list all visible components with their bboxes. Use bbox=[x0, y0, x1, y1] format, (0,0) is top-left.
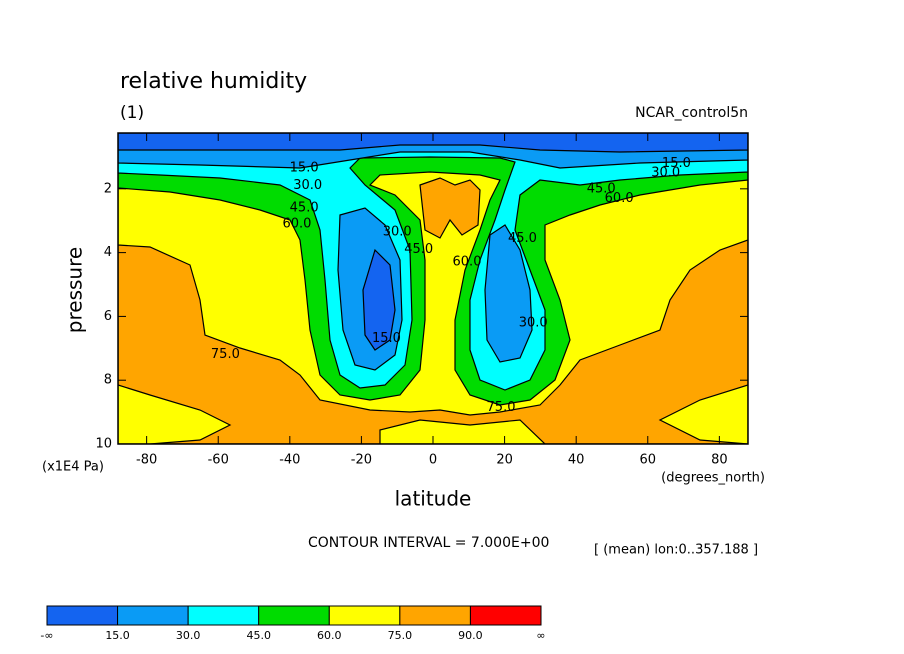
x-tick-label: 20 bbox=[496, 453, 513, 468]
x-tick-label: -60 bbox=[208, 453, 229, 468]
x-tick-label: 80 bbox=[711, 453, 728, 468]
colorbar-label: 75.0 bbox=[388, 629, 413, 642]
contour-interval: CONTOUR INTERVAL = 7.000E+00 bbox=[308, 535, 549, 551]
contour-region bbox=[118, 384, 232, 444]
colorbar-band bbox=[399, 605, 471, 626]
chart-subtitle: (1) bbox=[120, 103, 144, 123]
y-tick-label: 6 bbox=[104, 309, 112, 324]
colorbar-label: 30.0 bbox=[176, 629, 201, 642]
colorbar-label: 90.0 bbox=[458, 629, 483, 642]
x-axis-units: (degrees_north) bbox=[661, 471, 765, 486]
y-axis-label: pressure bbox=[63, 247, 87, 333]
colorbar-band bbox=[117, 605, 189, 626]
contour-label: 45.0 bbox=[508, 231, 537, 246]
x-tick-label: -40 bbox=[279, 453, 300, 468]
colorbar-band bbox=[46, 605, 119, 626]
y-axis-units: (x1E4 Pa) bbox=[42, 460, 104, 475]
colorbar-label: -∞ bbox=[40, 629, 53, 642]
contour-label: 15.0 bbox=[662, 156, 691, 171]
colorbar-label: 45.0 bbox=[246, 629, 271, 642]
contour-label: 60.0 bbox=[283, 216, 312, 231]
contour-fills bbox=[118, 133, 748, 444]
contour-label: 15.0 bbox=[290, 161, 319, 176]
contour-region bbox=[658, 384, 748, 444]
y-tick-label: 10 bbox=[95, 437, 112, 452]
contour-region bbox=[419, 177, 481, 239]
contour-region bbox=[362, 248, 396, 351]
y-tick-label: 8 bbox=[104, 373, 112, 388]
colorbar-band bbox=[328, 605, 401, 626]
contour-label: 75.0 bbox=[211, 347, 240, 362]
colorbar-band bbox=[469, 605, 542, 626]
y-tick-label: 2 bbox=[104, 181, 112, 196]
contour-label: 45.0 bbox=[404, 242, 433, 257]
contour-label: 30.0 bbox=[383, 224, 412, 239]
x-tick-label: 60 bbox=[639, 453, 656, 468]
contour-label: 30.0 bbox=[651, 165, 680, 180]
x-tick-label: -80 bbox=[136, 453, 157, 468]
contour-region bbox=[379, 419, 546, 444]
contour-label: 45.0 bbox=[587, 181, 616, 196]
x-axis-label: latitude bbox=[395, 487, 472, 511]
contour-label: 15.0 bbox=[372, 331, 401, 346]
x-tick-label: 0 bbox=[429, 453, 437, 468]
contour-region bbox=[484, 224, 533, 363]
y-tick-label: 4 bbox=[104, 245, 112, 260]
contour-label: 60.0 bbox=[453, 255, 482, 270]
contour-label: 30.0 bbox=[293, 178, 322, 193]
chart-title: relative humidity bbox=[120, 69, 307, 94]
contour-label: 30.0 bbox=[519, 315, 548, 330]
dataset-label: NCAR_control5n bbox=[635, 105, 748, 121]
colorbar-label: ∞ bbox=[536, 629, 545, 642]
contour-region bbox=[118, 133, 748, 153]
contour-label: 75.0 bbox=[487, 400, 516, 415]
colorbar-label: 60.0 bbox=[317, 629, 342, 642]
contour-label: 60.0 bbox=[605, 191, 634, 206]
contour-region bbox=[118, 133, 748, 406]
colorbar-label: 15.0 bbox=[105, 629, 130, 642]
x-tick-label: 40 bbox=[568, 453, 585, 468]
contour-label: 45.0 bbox=[290, 200, 319, 215]
footnote: [ (mean) lon:0..357.188 ] bbox=[594, 543, 758, 558]
colorbar-band bbox=[258, 605, 330, 626]
colorbar-band bbox=[187, 605, 260, 626]
x-tick-label: -20 bbox=[351, 453, 372, 468]
